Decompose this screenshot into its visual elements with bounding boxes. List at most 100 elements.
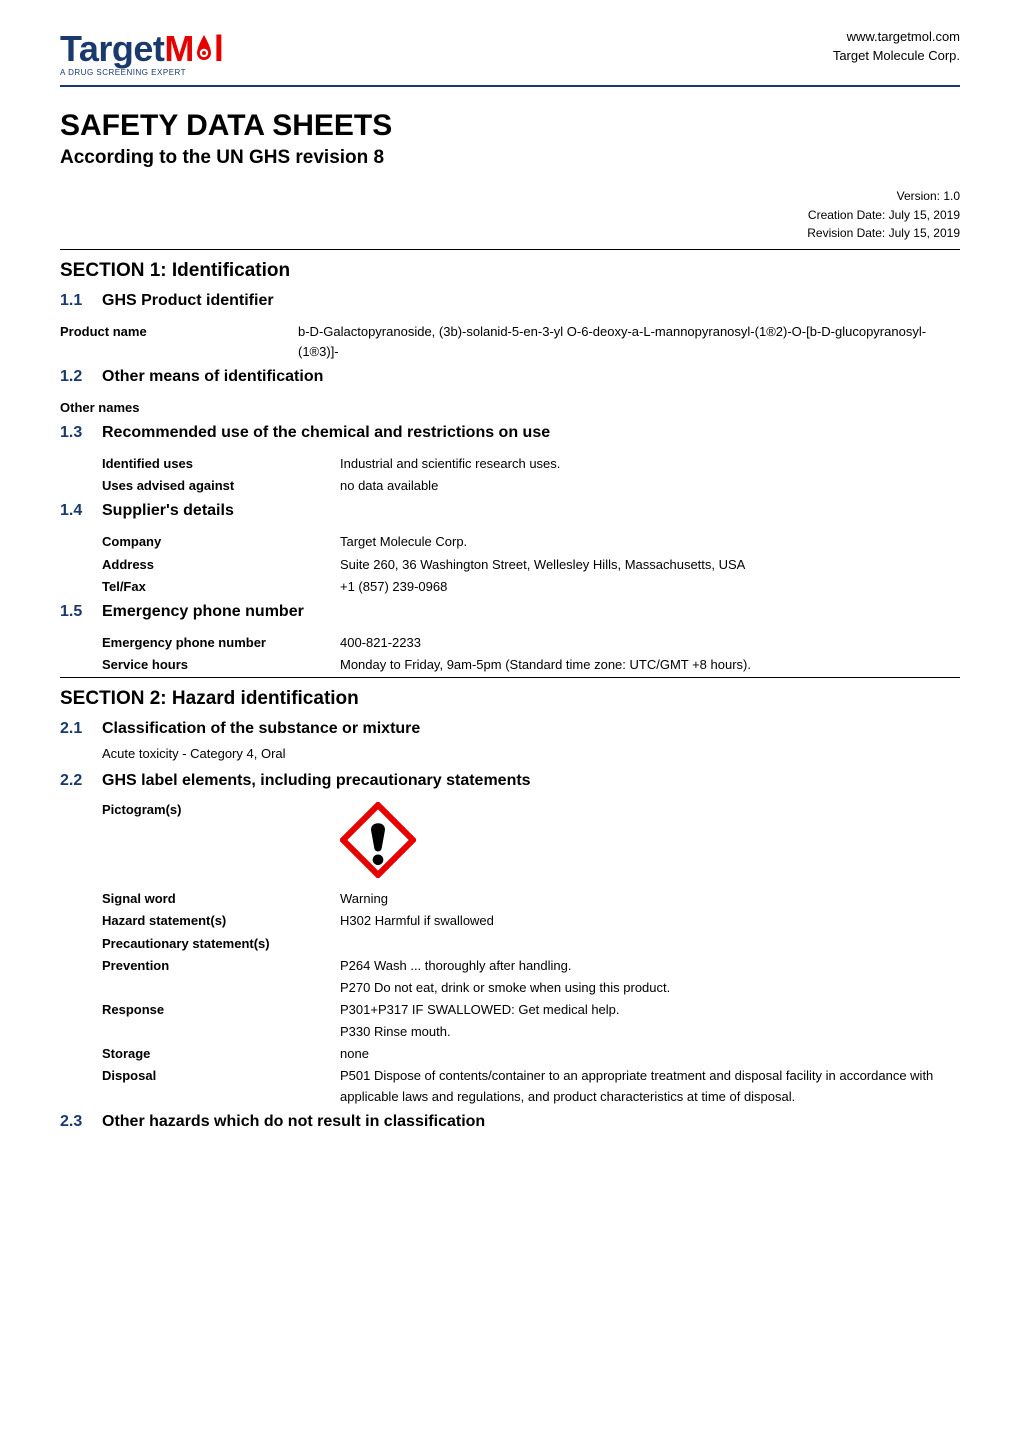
sub-num-1-2: 1.2	[60, 368, 102, 392]
sub-num-1-3: 1.3	[60, 424, 102, 448]
precautionary-row: Precautionary statement(s)	[102, 934, 960, 954]
response-value-0: P301+P317 IF SWALLOWED: Get medical help…	[340, 1000, 960, 1020]
revision-line: Revision Date: July 15, 2019	[60, 224, 960, 243]
other-names-row: Other names	[60, 398, 960, 418]
identified-uses-label: Identified uses	[102, 454, 340, 474]
block-1-5: Emergency phone number 400-821-2233 Serv…	[102, 633, 960, 675]
subsection-1-5: 1.5 Emergency phone number	[60, 603, 960, 627]
ghs-exclamation-icon	[340, 802, 416, 883]
version-rule	[60, 249, 960, 250]
section2-heading: SECTION 2: Hazard identification	[60, 688, 960, 710]
response-label: Response	[102, 1000, 340, 1020]
signal-word-label: Signal word	[102, 889, 340, 909]
logo-word-l: l	[214, 28, 224, 70]
version-block: Version: 1.0 Creation Date: July 15, 201…	[60, 187, 960, 243]
sub-num-2-1: 2.1	[60, 720, 102, 766]
address-value: Suite 260, 36 Washington Street, Wellesl…	[340, 555, 960, 575]
emergency-phone-row: Emergency phone number 400-821-2233	[102, 633, 960, 653]
subsection-2-2: 2.2 GHS label elements, including precau…	[60, 772, 960, 796]
emergency-phone-value: 400-821-2233	[340, 633, 960, 653]
sub-num-1-4: 1.4	[60, 502, 102, 526]
subsection-2-3: 2.3 Other hazards which do not result in…	[60, 1113, 960, 1137]
header-right: www.targetmol.com Target Molecule Corp.	[833, 28, 960, 66]
sub-title-1-1: GHS Product identifier	[102, 292, 960, 310]
signal-word-row: Signal word Warning	[102, 889, 960, 909]
logo-drop-icon	[194, 33, 214, 63]
disposal-label: Disposal	[102, 1066, 340, 1106]
doc-title: SAFETY DATA SHEETS	[60, 109, 960, 143]
header-company: Target Molecule Corp.	[833, 47, 960, 66]
sub-title-2-2: GHS label elements, including precaution…	[102, 772, 960, 790]
block-1-3: Identified uses Industrial and scientifi…	[102, 454, 960, 496]
logo-word-m: M	[164, 28, 194, 70]
prevention-value-1: P270 Do not eat, drink or smoke when usi…	[340, 978, 960, 998]
logo-word-target: Target	[60, 28, 164, 70]
product-name-label: Product name	[60, 322, 298, 362]
storage-row: Storage none	[102, 1044, 960, 1064]
section1-heading: SECTION 1: Identification	[60, 260, 960, 282]
company-row: Company Target Molecule Corp.	[102, 532, 960, 552]
disposal-row: Disposal P501 Dispose of contents/contai…	[102, 1066, 960, 1106]
other-names-label: Other names	[60, 398, 298, 418]
product-name-value: b-D-Galactopyranoside, (3b)-solanid-5-en…	[298, 322, 960, 362]
creation-line: Creation Date: July 15, 2019	[60, 206, 960, 225]
uses-against-row: Uses advised against no data available	[102, 476, 960, 496]
subsection-1-1: 1.1 GHS Product identifier	[60, 292, 960, 316]
classification-body: Acute toxicity - Category 4, Oral	[102, 744, 960, 764]
telfax-value: +1 (857) 239-0968	[340, 577, 960, 597]
company-label: Company	[102, 532, 340, 552]
sub-title-1-3: Recommended use of the chemical and rest…	[102, 424, 960, 442]
other-names-value	[298, 398, 960, 418]
response-row-1: P330 Rinse mouth.	[102, 1022, 960, 1042]
storage-value: none	[340, 1044, 960, 1064]
sub-num-1-1: 1.1	[60, 292, 102, 316]
uses-against-value: no data available	[340, 476, 960, 496]
identified-uses-value: Industrial and scientific research uses.	[340, 454, 960, 474]
prevention-label: Prevention	[102, 956, 340, 976]
storage-label: Storage	[102, 1044, 340, 1064]
subsection-1-3: 1.3 Recommended use of the chemical and …	[60, 424, 960, 448]
subsection-1-2: 1.2 Other means of identification	[60, 368, 960, 392]
pictogram-row: Pictogram(s)	[102, 802, 960, 883]
page: TargetM l A DRUG SCREENING EXPERT www.ta…	[0, 0, 1020, 1183]
precautionary-value	[340, 934, 960, 954]
section1-end-rule	[60, 677, 960, 678]
sub-num-1-5: 1.5	[60, 603, 102, 627]
company-value: Target Molecule Corp.	[340, 532, 960, 552]
doc-subtitle: According to the UN GHS revision 8	[60, 147, 960, 169]
sub-title-2-1: Classification of the substance or mixtu…	[102, 720, 960, 738]
emergency-phone-label: Emergency phone number	[102, 633, 340, 653]
address-label: Address	[102, 555, 340, 575]
pictogram-label: Pictogram(s)	[102, 802, 340, 817]
logo-block: TargetM l A DRUG SCREENING EXPERT	[60, 28, 223, 77]
hazard-statement-label: Hazard statement(s)	[102, 911, 340, 931]
sub-title-1-5: Emergency phone number	[102, 603, 960, 621]
identified-uses-row: Identified uses Industrial and scientifi…	[102, 454, 960, 474]
version-line: Version: 1.0	[60, 187, 960, 206]
header-url: www.targetmol.com	[833, 28, 960, 47]
product-name-row: Product name b-D-Galactopyranoside, (3b)…	[60, 322, 960, 362]
service-hours-label: Service hours	[102, 655, 340, 675]
sub-title-2-3: Other hazards which do not result in cla…	[102, 1113, 960, 1131]
header-rule	[60, 85, 960, 87]
prevention-row-0: Prevention P264 Wash ... thoroughly afte…	[102, 956, 960, 976]
precautionary-label: Precautionary statement(s)	[102, 934, 340, 954]
sub-title-1-2: Other means of identification	[102, 368, 960, 386]
service-hours-value: Monday to Friday, 9am-5pm (Standard time…	[340, 655, 960, 675]
prevention-value-0: P264 Wash ... thoroughly after handling.	[340, 956, 960, 976]
block-2-2: Pictogram(s) Signal word Warning Hazard …	[102, 802, 960, 1106]
address-row: Address Suite 260, 36 Washington Street,…	[102, 555, 960, 575]
subsection-2-1: 2.1 Classification of the substance or m…	[60, 720, 960, 766]
prevention-row-1: P270 Do not eat, drink or smoke when usi…	[102, 978, 960, 998]
service-hours-row: Service hours Monday to Friday, 9am-5pm …	[102, 655, 960, 675]
telfax-label: Tel/Fax	[102, 577, 340, 597]
hazard-statement-row: Hazard statement(s) H302 Harmful if swal…	[102, 911, 960, 931]
hazard-statement-value: H302 Harmful if swallowed	[340, 911, 960, 931]
disposal-value: P501 Dispose of contents/container to an…	[340, 1066, 960, 1106]
logo-main: TargetM l	[60, 28, 223, 70]
sub-title-1-4: Supplier's details	[102, 502, 960, 520]
telfax-row: Tel/Fax +1 (857) 239-0968	[102, 577, 960, 597]
block-1-4: Company Target Molecule Corp. Address Su…	[102, 532, 960, 596]
sub-num-2-2: 2.2	[60, 772, 102, 796]
uses-against-label: Uses advised against	[102, 476, 340, 496]
